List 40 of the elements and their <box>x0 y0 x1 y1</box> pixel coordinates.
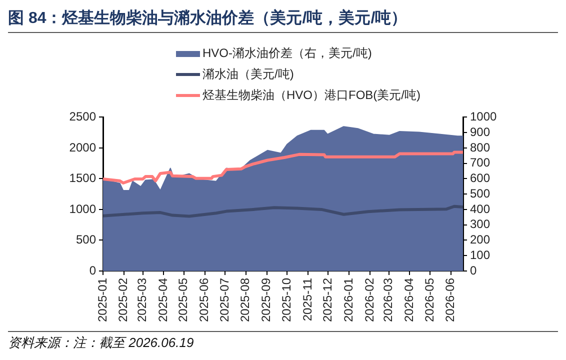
text: 资料来源：注：截至 2026.06.19 <box>8 334 558 352</box>
x-tick-label: 2025-10 <box>279 278 294 322</box>
legend-label: 烃基生物柴油（HVO）港口FOB(美元/吨) <box>202 87 420 104</box>
y-tick-label: 0 <box>89 263 96 278</box>
y2-tick-label: 0 <box>470 263 477 278</box>
x-tick-label: 2025-01 <box>95 278 110 322</box>
x-tick-label: 2025-08 <box>238 278 252 322</box>
y2-tick-label: 400 <box>470 202 490 216</box>
y2-tick-label: 300 <box>470 217 490 232</box>
y-tick-label: 1500 <box>69 171 96 186</box>
x-tick-label: 2026-03 <box>381 278 396 322</box>
x-tick-label: 2025-06 <box>197 278 212 322</box>
x-tick-label: 2026-01 <box>341 278 356 322</box>
x-tick-label: 2026-06 <box>443 278 458 322</box>
x-tick-label: 2025-09 <box>259 278 274 322</box>
x-tick-label: 2026-04 <box>402 278 416 322</box>
x-tick-label: 2025-11 <box>300 278 314 322</box>
x-tick-label: 2025-12 <box>320 278 334 322</box>
x-tick-label: 2025-02 <box>116 278 130 322</box>
y2-tick-label: 800 <box>470 140 490 154</box>
y2-tick-label: 500 <box>470 186 490 200</box>
y2-tick-label: 600 <box>470 171 490 186</box>
y2-tick-label: 900 <box>470 124 490 139</box>
y2-tick-label: 1000 <box>470 110 498 124</box>
chart-title: 图 84：烃基生物柴油与潲水油价差（美元/吨，美元/吨） <box>8 8 558 33</box>
y2-tick-label: 200 <box>470 232 490 247</box>
y-tick-label: 2000 <box>69 140 96 154</box>
y-tick-label: 1000 <box>69 202 96 216</box>
y-tick-label: 500 <box>76 232 96 247</box>
x-tick-label: 2026-02 <box>362 278 376 322</box>
x-tick-label: 2025-04 <box>156 278 170 322</box>
y-tick-label: 2500 <box>69 110 96 124</box>
y2-tick-label: 100 <box>470 248 490 262</box>
x-tick-label: 2026-05 <box>422 278 436 322</box>
x-tick-label: 2025-03 <box>135 278 150 322</box>
x-tick-label: 2025-05 <box>176 278 190 322</box>
y2-tick-label: 700 <box>470 156 490 170</box>
legend-label: 潲水油（美元/吨) <box>202 66 294 83</box>
legend-label: HVO-潲水油价差（右，美元/吨) <box>202 45 372 62</box>
x-tick-label: 2025-07 <box>217 278 232 322</box>
